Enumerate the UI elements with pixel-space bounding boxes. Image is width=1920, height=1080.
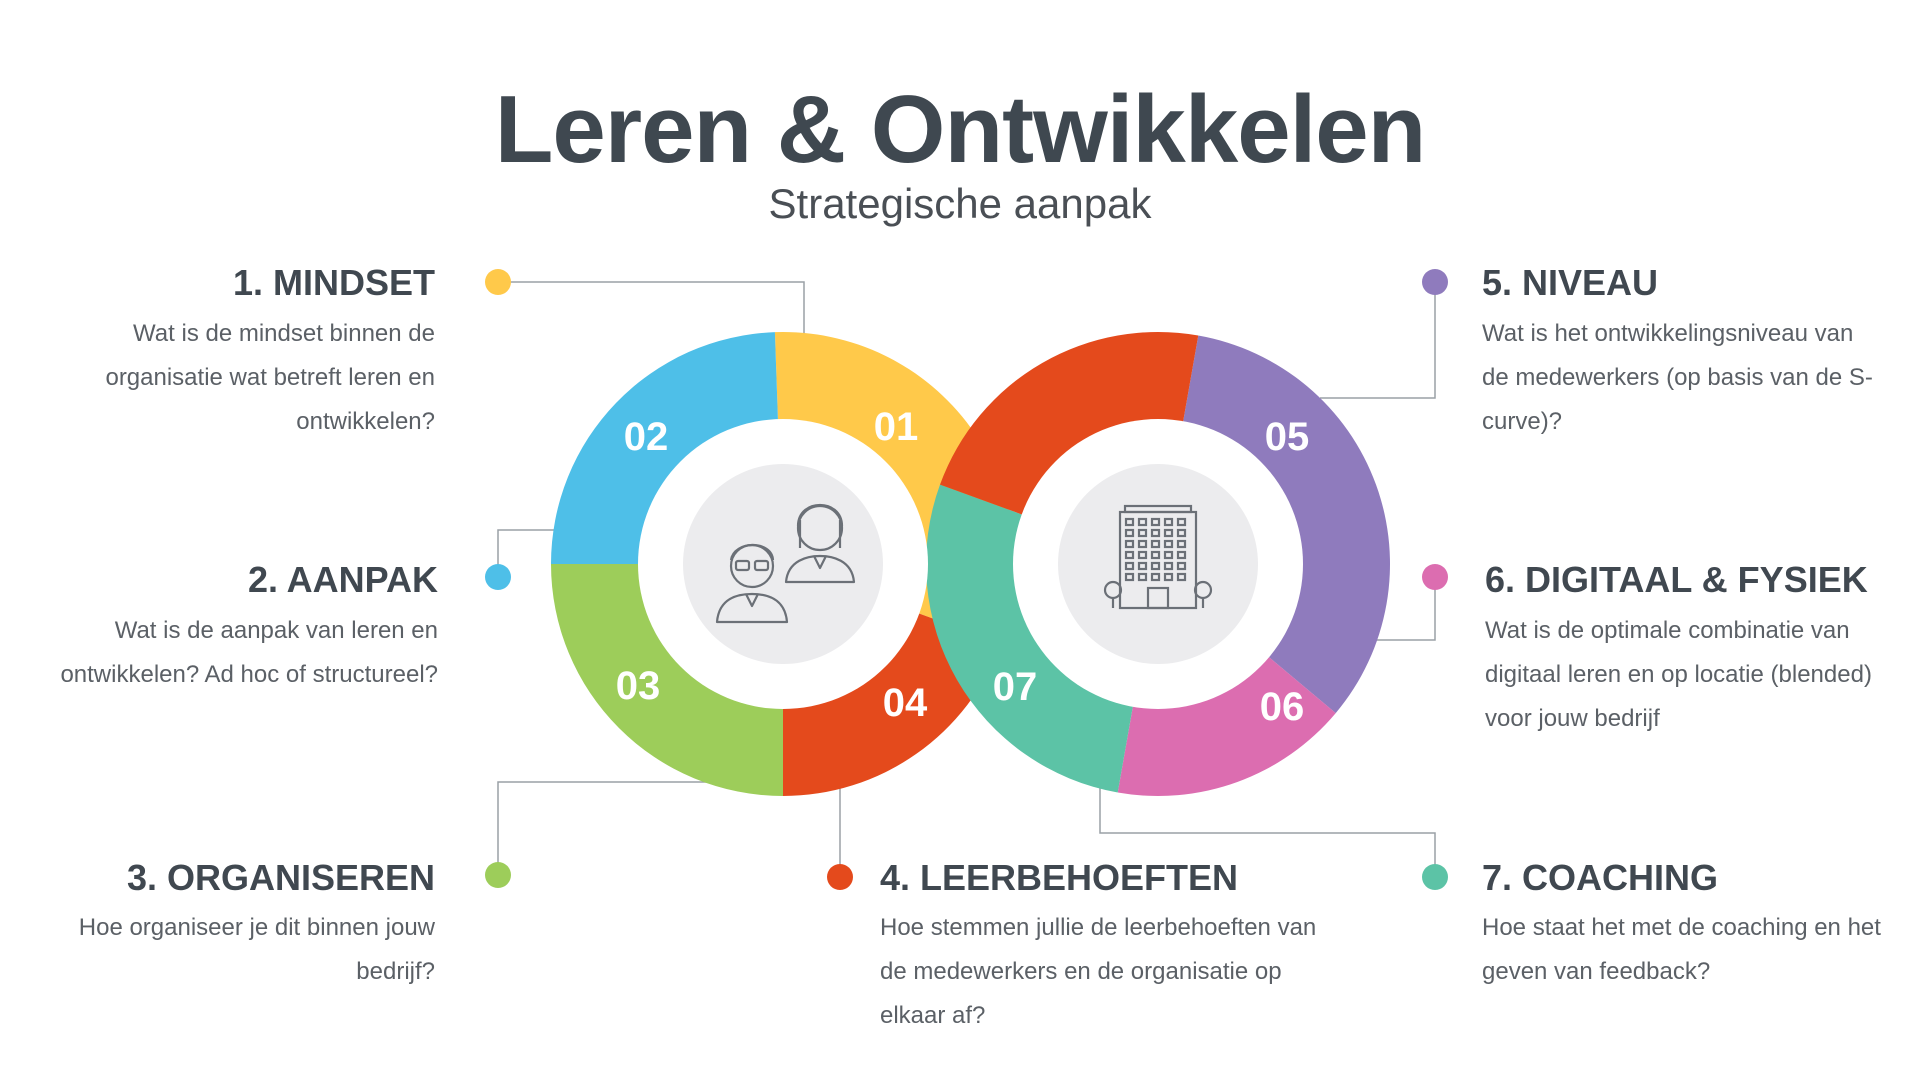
dot-04 [827,864,853,890]
building-window [1124,550,1135,560]
building-window [1163,528,1174,538]
building-window [1150,561,1161,571]
dot-03 [485,862,511,888]
building-window [1137,517,1148,527]
building-window [1163,517,1174,527]
segment-04-overlap [939,332,1199,517]
people-icon [715,503,856,624]
building-window [1150,550,1161,560]
section-4-title: 4. LEERBEHOEFTEN [880,857,1239,898]
number-06: 06 [1260,685,1305,729]
number-05: 05 [1265,415,1310,459]
connector-7 [1099,770,1436,875]
connector-5 [1320,282,1436,399]
section-5-description: Wat is het ontwikkelingsniveau van de me… [1482,320,1873,435]
building-window [1124,561,1135,571]
building-window [1150,528,1161,538]
right-ring [926,332,1390,797]
building-window [1137,550,1148,560]
building-window [1137,561,1148,571]
building-window [1163,561,1174,571]
building-window [1124,539,1135,549]
building-window [1163,539,1174,549]
dot-02 [485,564,511,590]
dot-06 [1422,564,1448,590]
section-5-title: 5. NIVEAU [1482,262,1659,303]
connector-6 [1370,577,1436,641]
section-1-title: 1. MINDSET [232,262,435,303]
number-04: 04 [883,681,928,725]
number-07: 07 [993,665,1038,709]
left-center-disc [683,464,883,664]
bullet-dots [485,269,1448,890]
number-03: 03 [616,664,661,708]
segment-02 [551,332,779,564]
building-window [1176,517,1187,527]
section-3-title: 3. ORGANISEREN [126,857,435,898]
dot-01 [485,269,511,295]
section-7-description: Hoe staat het met de coaching en het gev… [1482,914,1881,985]
section-4-description: Hoe stemmen jullie de leerbehoeften van … [880,914,1317,1029]
connector-lines [497,281,1436,875]
building-window [1176,572,1187,582]
page-title: Leren & Ontwikkelen [494,76,1427,183]
building-window [1163,572,1174,582]
section-2-description: Wat is de aanpak van leren en ontwikkele… [60,617,438,688]
segment-07 [926,484,1134,793]
segment-05 [1182,335,1390,714]
page-subtitle: Strategische aanpak [768,180,1152,227]
segment-numbers: 01 02 03 04 05 06 07 [616,405,1310,729]
segment-06 [1117,653,1336,797]
building-window [1176,561,1187,571]
dot-07 [1422,864,1448,890]
number-01: 01 [874,405,919,449]
section-1-description: Wat is de mindset binnen de organisatie … [105,320,435,435]
section-6-title: 6. DIGITAAL & FYSIEK [1485,559,1868,600]
building-window [1176,550,1187,560]
building-window [1150,572,1161,582]
building-window [1124,528,1135,538]
dot-05 [1422,269,1448,295]
building-window [1124,517,1135,527]
building-window [1163,550,1174,560]
building-window [1150,517,1161,527]
building-window [1124,572,1135,582]
building-window [1176,528,1187,538]
building-window [1137,539,1148,549]
section-7-title: 7. COACHING [1482,857,1719,898]
connector-2 [497,529,560,577]
connector-1 [498,281,805,340]
segment-03 [551,564,783,796]
building-window [1176,539,1187,549]
section-6-description: Wat is de optimale combinatie van digita… [1485,617,1872,732]
building-window [1150,539,1161,549]
connector-3 [497,781,720,875]
building-window [1137,572,1148,582]
section-2-title: 2. AANPAK [247,559,438,600]
building-icon [1103,504,1213,610]
section-3-description: Hoe organiseer je dit binnen jouw bedrij… [78,914,435,985]
building-window [1137,528,1148,538]
number-02: 02 [624,415,669,459]
